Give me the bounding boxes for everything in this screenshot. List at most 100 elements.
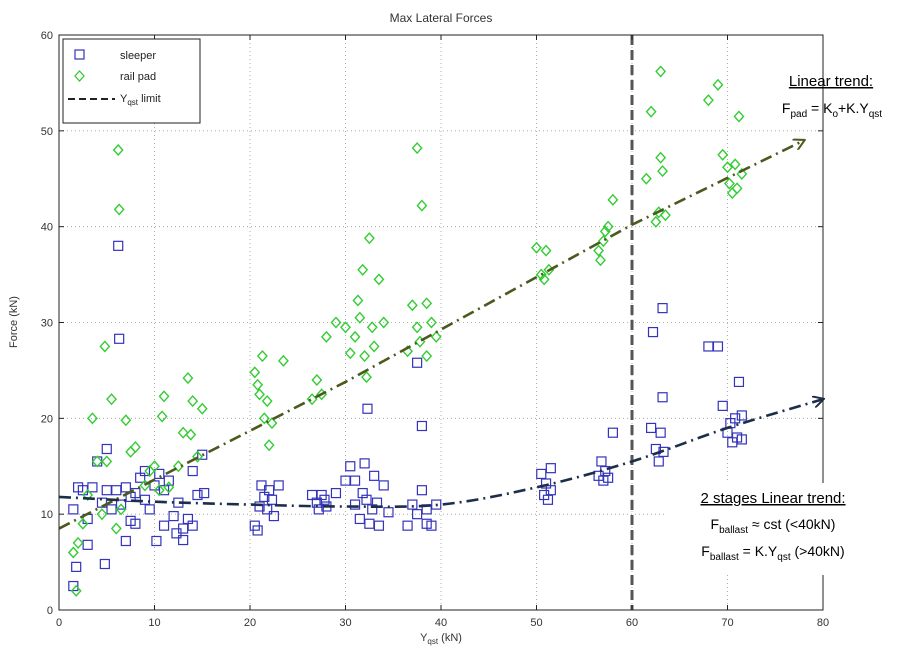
sleeper-point — [266, 494, 278, 505]
rail-pad-point — [101, 455, 113, 468]
rail-pad-point — [149, 460, 160, 473]
rail-pad-point — [411, 142, 423, 155]
rail-pad-point — [416, 199, 428, 212]
x-tick-label: 0 — [56, 617, 62, 629]
y-tick-label: 30 — [41, 318, 53, 330]
rail-pad-point — [99, 340, 111, 353]
sleeper-point — [736, 434, 747, 445]
rail-pad-point — [421, 297, 433, 310]
sleeper-point — [96, 497, 108, 508]
rail-pad-point — [192, 450, 203, 463]
rail-pad-point — [368, 340, 380, 353]
rail-pad-point — [86, 412, 98, 425]
rail-pad-point — [366, 321, 378, 334]
rail-pad-point — [196, 402, 208, 415]
rail-pad-point — [72, 536, 84, 549]
rail-pad-point — [306, 393, 318, 406]
rail-pad-point — [113, 203, 125, 216]
rail-pad-point — [593, 244, 605, 257]
rail-pad-point — [187, 395, 199, 408]
sleeper-point — [431, 499, 442, 510]
sleeper-point — [655, 427, 666, 438]
rail-pad-point — [373, 273, 385, 286]
y-axis-label: Force (kN) — [8, 296, 20, 348]
sleeper-point — [733, 376, 745, 388]
rail-pad-point — [357, 263, 369, 276]
ballast-formula-1: Fballast ≈ cst (<40kN) — [711, 516, 836, 536]
rail-pad-point — [91, 455, 103, 468]
rail-pad-point — [640, 172, 652, 185]
sleeper-point — [199, 487, 210, 499]
rail-pad-point — [733, 110, 745, 123]
annotation-ballast-trend: 2 stages Linear trend: Fballast ≈ cst (<… — [664, 483, 884, 575]
sleeper-point — [359, 458, 370, 469]
rail-pad-point — [185, 428, 197, 441]
rail-pad-point — [256, 349, 268, 363]
rail-pad-point — [361, 371, 372, 384]
axis-ticks: 0 10 20 30 40 50 60 70 80 0 10 20 30 40 50 60 — [41, 30, 829, 629]
rail-pad-point — [129, 441, 141, 454]
rail-pad-point — [602, 220, 614, 233]
sleeper-point — [113, 240, 124, 251]
rail-pad-point — [311, 373, 323, 387]
rail-pad-point — [702, 94, 714, 107]
sleeper-point — [144, 504, 155, 515]
sleeper-point — [319, 494, 330, 505]
sleeper-point — [187, 465, 198, 477]
sleeper-point — [115, 499, 127, 510]
trend-lines — [58, 140, 823, 530]
sleeper-point — [378, 480, 389, 491]
rail-pad-point — [110, 522, 122, 535]
rail-pad-point — [538, 273, 550, 286]
rail-pad-point — [263, 439, 275, 452]
legend: sleeper rail pad Yqst limit — [62, 38, 201, 124]
rail-pad-point — [426, 316, 437, 329]
rail-pad-point — [655, 151, 667, 164]
pad-trend-line — [58, 140, 804, 530]
sleeper-point — [313, 504, 324, 515]
sleeper-point — [71, 561, 82, 572]
rail-pad-point — [659, 209, 671, 222]
sleeper-point — [273, 480, 284, 491]
rail-pad-point — [349, 330, 361, 343]
rail-pad-point — [67, 546, 79, 559]
rail-pad-point — [736, 167, 748, 181]
rail-pad-point — [158, 390, 170, 403]
rail-pad-point — [352, 294, 364, 307]
rail-pad-point — [363, 232, 375, 245]
two-stage-title: 2 stages Linear trend: — [700, 490, 845, 507]
y-tick-label: 0 — [47, 605, 53, 617]
sleeper-point — [545, 485, 556, 496]
sleeper-point — [120, 535, 131, 547]
y-tick-label: 50 — [41, 126, 53, 138]
rail-pad-point — [254, 388, 265, 401]
sleeper-point — [330, 487, 342, 499]
rail-pad-point — [266, 417, 278, 430]
sleeper-point — [717, 400, 728, 411]
rail-pad-point — [599, 225, 611, 238]
rail-pad-point — [252, 378, 264, 391]
rail-pad-point — [82, 488, 94, 502]
sleeper-point — [87, 482, 98, 493]
x-tick-label: 80 — [817, 617, 829, 629]
rail-pad-point — [249, 366, 261, 379]
sleeper-point — [730, 413, 741, 424]
sleeper-point — [187, 520, 198, 531]
sleeper-point — [402, 520, 413, 531]
series-group — [67, 65, 748, 597]
sleeper-point — [68, 580, 79, 592]
legend-label-sleeper: sleeper — [120, 50, 156, 62]
sleeper-point — [345, 461, 356, 472]
rail-pad-point — [163, 481, 175, 494]
sleeper-point — [603, 472, 614, 483]
sleeper-point — [545, 463, 556, 474]
sleeper-point — [197, 449, 208, 460]
rail-pad-point — [120, 414, 132, 427]
legend-marker-rail-pad — [74, 70, 85, 82]
rail-pad-point — [540, 244, 552, 257]
sleeper-point — [178, 534, 189, 546]
rail-pad-point — [645, 105, 657, 118]
rail-pad-point — [77, 517, 89, 530]
rail-pad-point — [535, 268, 547, 281]
rail-pad-point — [340, 321, 351, 334]
